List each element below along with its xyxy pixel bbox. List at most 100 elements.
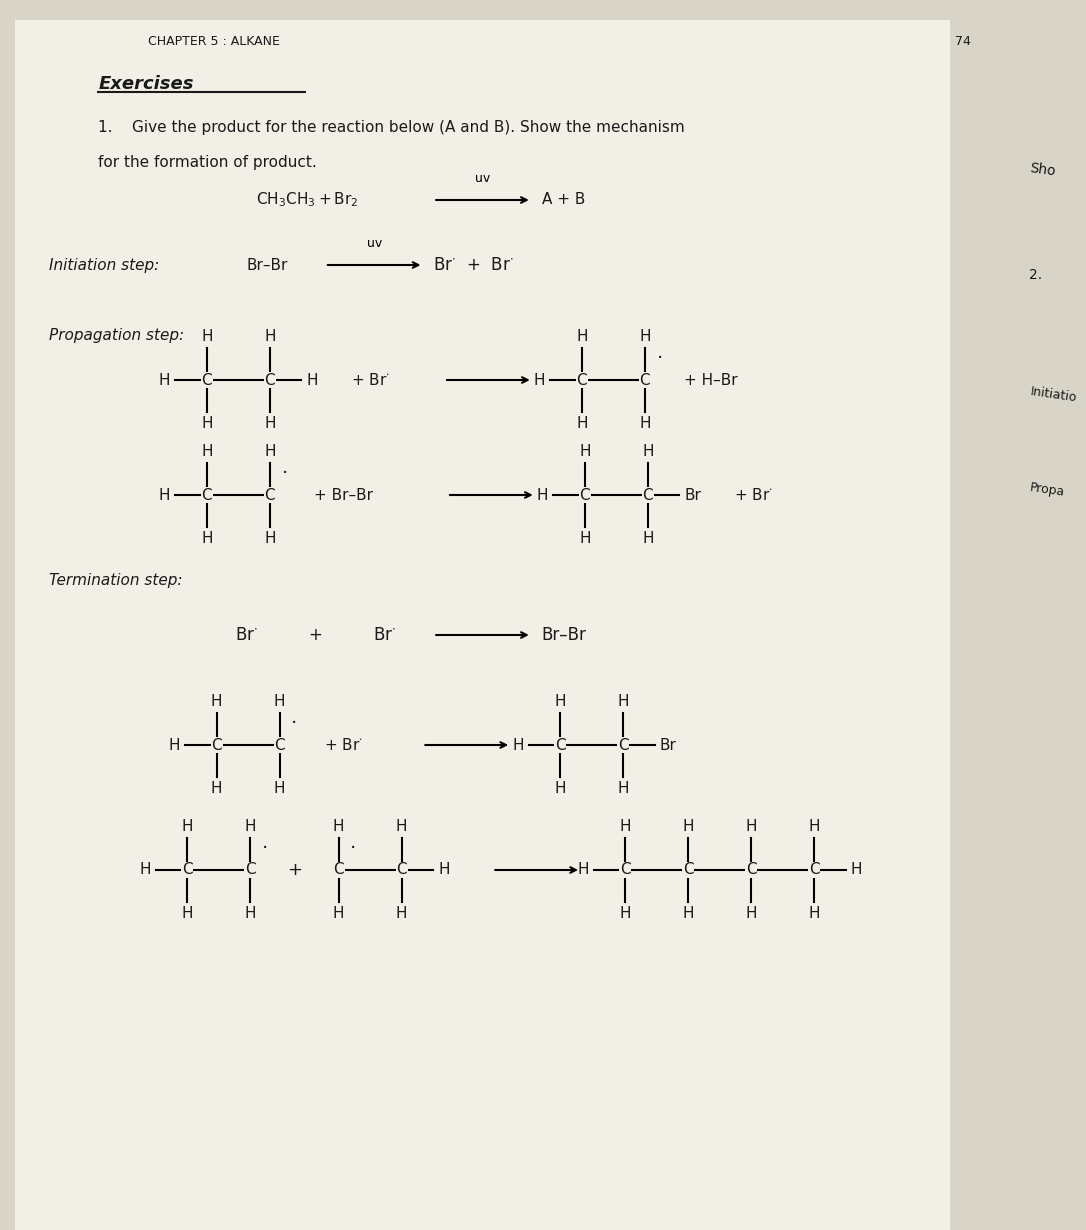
Text: H: H	[159, 373, 171, 387]
Text: + H–Br: + H–Br	[684, 373, 738, 387]
Text: C: C	[181, 862, 192, 877]
Text: H: H	[181, 819, 193, 834]
Text: C: C	[683, 862, 694, 877]
Text: C: C	[809, 862, 820, 877]
Text: H: H	[745, 907, 757, 921]
Text: H: H	[396, 907, 407, 921]
Text: H: H	[211, 694, 223, 708]
Text: H: H	[264, 328, 276, 344]
Text: + Br$^{\cdot}$: + Br$^{\cdot}$	[351, 371, 389, 387]
Text: C: C	[580, 487, 590, 503]
Text: 74: 74	[955, 34, 971, 48]
Text: +: +	[308, 626, 323, 645]
Text: Br–Br: Br–Br	[247, 257, 288, 273]
Text: H: H	[396, 819, 407, 834]
Text: ·: ·	[291, 713, 298, 733]
Text: H: H	[201, 328, 213, 344]
Text: Br–Br: Br–Br	[542, 626, 586, 645]
Text: + Br$^{\cdot}$: + Br$^{\cdot}$	[733, 487, 772, 503]
Text: C: C	[265, 487, 275, 503]
Text: H: H	[333, 819, 344, 834]
Text: H: H	[536, 487, 548, 503]
Text: $\mathrm{CH_3CH_3 + Br_2}$: $\mathrm{CH_3CH_3 + Br_2}$	[256, 191, 358, 209]
Text: Br: Br	[684, 487, 702, 503]
Text: ·: ·	[281, 464, 288, 482]
Text: C: C	[577, 373, 588, 387]
Text: H: H	[809, 819, 820, 834]
Text: C: C	[333, 862, 344, 877]
Text: H: H	[201, 531, 213, 546]
Text: H: H	[619, 819, 631, 834]
Text: H: H	[642, 531, 654, 546]
Text: C: C	[555, 738, 566, 753]
Text: uv: uv	[367, 237, 382, 250]
Text: H: H	[211, 781, 223, 796]
FancyBboxPatch shape	[15, 20, 950, 1230]
Text: H: H	[577, 328, 588, 344]
Text: ·: ·	[657, 348, 662, 368]
Text: C: C	[265, 373, 275, 387]
Text: Propagation step:: Propagation step:	[49, 327, 185, 342]
Text: H: H	[244, 819, 256, 834]
Text: ·: ·	[351, 839, 356, 857]
Text: C: C	[212, 738, 222, 753]
Text: C: C	[643, 487, 653, 503]
Text: H: H	[333, 907, 344, 921]
Text: +: +	[287, 861, 302, 879]
Text: H: H	[139, 862, 151, 877]
Text: H: H	[244, 907, 256, 921]
Text: C: C	[244, 862, 255, 877]
Text: uv: uv	[475, 172, 490, 184]
Text: 2.: 2.	[1028, 268, 1043, 282]
Text: H: H	[534, 373, 545, 387]
Text: C: C	[275, 738, 285, 753]
Text: Initiatio: Initiatio	[1028, 385, 1077, 405]
Text: C: C	[202, 373, 212, 387]
Text: H: H	[640, 416, 651, 430]
Text: H: H	[264, 444, 276, 459]
Text: H: H	[682, 819, 694, 834]
Text: Sho: Sho	[1028, 161, 1057, 178]
Text: H: H	[619, 907, 631, 921]
Text: H: H	[274, 694, 286, 708]
Text: Br: Br	[659, 738, 677, 753]
Text: for the formation of product.: for the formation of product.	[99, 155, 317, 170]
Text: H: H	[809, 907, 820, 921]
Text: Br$^{\cdot}$  +  Br$^{\cdot}$: Br$^{\cdot}$ + Br$^{\cdot}$	[433, 256, 514, 274]
Text: + Br$^{\cdot}$: + Br$^{\cdot}$	[324, 737, 363, 753]
Text: H: H	[181, 907, 193, 921]
Text: 1.    Give the product for the reaction below (A and B). Show the mechanism: 1. Give the product for the reaction bel…	[99, 121, 685, 135]
Text: C: C	[620, 862, 631, 877]
Text: H: H	[306, 373, 318, 387]
Text: H: H	[438, 862, 450, 877]
Text: H: H	[168, 738, 180, 753]
Text: Termination step:: Termination step:	[49, 572, 182, 588]
Text: H: H	[577, 416, 588, 430]
Text: H: H	[555, 781, 566, 796]
Text: H: H	[618, 781, 629, 796]
Text: H: H	[640, 328, 651, 344]
Text: Exercises: Exercises	[99, 75, 194, 93]
Text: C: C	[746, 862, 757, 877]
Text: C: C	[202, 487, 212, 503]
Text: H: H	[201, 444, 213, 459]
Text: H: H	[555, 694, 566, 708]
Text: A + B: A + B	[542, 193, 585, 208]
Text: Initiation step:: Initiation step:	[49, 257, 160, 273]
Text: H: H	[578, 862, 589, 877]
Text: ·: ·	[262, 839, 268, 857]
Text: + Br–Br: + Br–Br	[314, 487, 374, 503]
Text: H: H	[513, 738, 523, 753]
Text: Br$^{\cdot}$: Br$^{\cdot}$	[372, 626, 395, 645]
Text: C: C	[640, 373, 651, 387]
Text: C: C	[396, 862, 407, 877]
Text: H: H	[579, 531, 591, 546]
Text: Br$^{\cdot}$: Br$^{\cdot}$	[235, 626, 257, 645]
Text: H: H	[274, 781, 286, 796]
Text: H: H	[618, 694, 629, 708]
Text: H: H	[264, 416, 276, 430]
Text: CHAPTER 5 : ALKANE: CHAPTER 5 : ALKANE	[148, 34, 279, 48]
Text: H: H	[682, 907, 694, 921]
Text: H: H	[201, 416, 213, 430]
Text: H: H	[745, 819, 757, 834]
